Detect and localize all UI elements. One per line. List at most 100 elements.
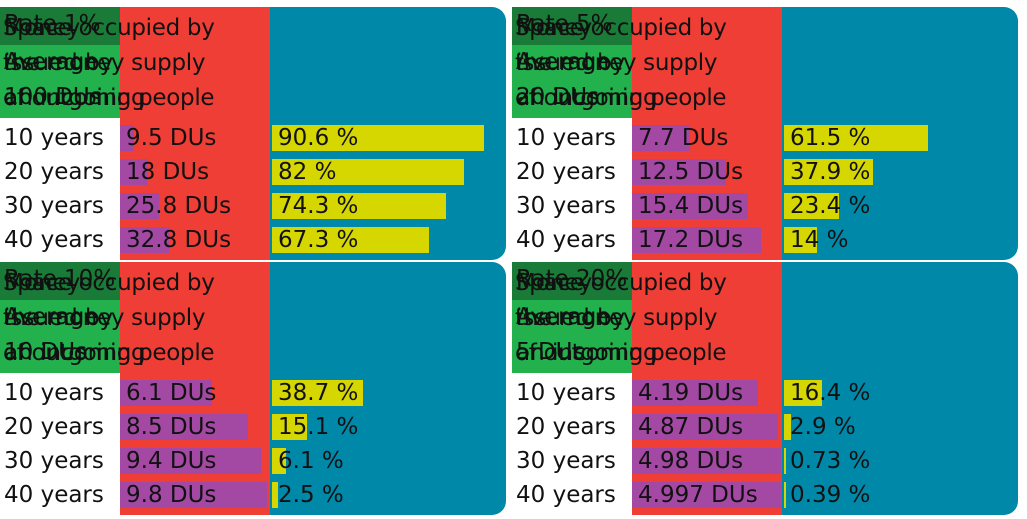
money-header-line: Money [516, 15, 593, 41]
space-value-label: 90.6 % [278, 125, 359, 151]
money-value-label: 4.87 DUs [638, 414, 744, 440]
money-bar [120, 227, 170, 253]
average-label: Average 5 DUs [512, 300, 632, 373]
space-header-line: of outgoing people [3, 340, 215, 366]
average-value: 10 DUs [4, 339, 88, 365]
row-label-years: 10 years [4, 380, 104, 406]
money-value-label: 6.1 DUs [126, 380, 217, 406]
money-header-line: issued by [516, 50, 626, 76]
row-label-years: 20 years [4, 159, 104, 185]
row-label-years: 20 years [516, 159, 616, 185]
average-line: Average [516, 304, 611, 330]
money-header-line: Money [4, 270, 81, 296]
row-label-years: 30 years [4, 448, 104, 474]
money-value-label: 12.5 DUs [638, 159, 744, 185]
space-header-line: of outgoing people [3, 85, 215, 111]
space-bar [784, 159, 873, 185]
row-label-years: 40 years [516, 227, 616, 253]
money-bar [120, 380, 212, 406]
money-header-line: issued by [516, 305, 626, 331]
space-header-line: of outgoing people [515, 85, 727, 111]
money-value-label: 9.5 DUs [126, 125, 217, 151]
average-line: Average [4, 304, 99, 330]
money-header: Money issued by an incoming [4, 266, 146, 371]
space-header-line: Space occupied by [515, 270, 727, 296]
money-bar [120, 482, 267, 508]
space-value-label: 16.4 % [790, 380, 871, 406]
average-value: 5 DUs [516, 339, 585, 365]
money-value-label: 15.4 DUs [638, 193, 744, 219]
space-header: Space occupied by the money supply of outg… [515, 11, 727, 116]
money-bar [120, 448, 261, 474]
space-header: Space occupied by the money supply of outg… [3, 11, 215, 116]
space-bar [784, 380, 823, 406]
space-header: Space occupied by the money supply of outg… [3, 266, 215, 371]
money-bar [120, 414, 248, 440]
rate-label: Rate 10% [0, 262, 120, 300]
rate-label: Rate 20% [512, 262, 632, 300]
money-header-line: an incoming [4, 85, 146, 111]
row-label-years: 40 years [4, 482, 104, 508]
space-bar [272, 159, 464, 185]
money-bar [120, 193, 159, 219]
money-bar [632, 193, 748, 219]
average-value: 20 DUs [516, 84, 600, 110]
space-bar [272, 125, 484, 151]
average-line: Average [516, 49, 611, 75]
space-bar [272, 227, 430, 253]
money-bar [632, 482, 782, 508]
space-bar [272, 380, 363, 406]
money-value-label: 4.19 DUs [638, 380, 744, 406]
space-bar [272, 193, 446, 219]
space-value-label: 38.7 % [278, 380, 359, 406]
row-label-years: 20 years [4, 414, 104, 440]
money-value-label: 25.8 DUs [126, 193, 232, 219]
row-label-years: 20 years [516, 414, 616, 440]
space-bar [272, 448, 287, 474]
row-label-years: 30 years [4, 193, 104, 219]
space-value-label: 23.4 % [790, 193, 871, 219]
rate-label: Rate 1% [0, 7, 120, 45]
space-header: Space occupied by the money supply of outg… [515, 266, 727, 371]
money-bar [632, 227, 761, 253]
average-line: Average [4, 49, 99, 75]
space-value-label: 6.1 % [278, 448, 344, 474]
money-value-label: 9.8 DUs [126, 482, 217, 508]
space-bar [784, 414, 791, 440]
space-header-line: the money supply [515, 50, 718, 76]
space-value-label: 61.5 % [790, 125, 871, 151]
money-value-label: 8.5 DUs [126, 414, 217, 440]
space-bar [784, 482, 786, 508]
money-value-label: 17.2 DUs [638, 227, 744, 253]
money-bar [120, 159, 147, 185]
rate-panel: Rate 20% Average 5 DUs Money issued by an inc… [512, 262, 1018, 515]
money-bar [632, 125, 690, 151]
space-value-label: 2.5 % [278, 482, 344, 508]
money-bar [632, 448, 782, 474]
money-value-label: 9.4 DUs [126, 448, 217, 474]
space-header-line: of outgoing people [515, 340, 727, 366]
space-value-label: 0.73 % [790, 448, 871, 474]
space-header-line: the money supply [3, 305, 206, 331]
average-label: Average 20 DUs [512, 45, 632, 118]
space-bar [784, 193, 839, 219]
rate-panel: Rate 10% Average 10 DUs Money issued by an in… [0, 262, 506, 515]
space-value-label: 2.9 % [790, 414, 856, 440]
money-value-label: 7.7 DUs [638, 125, 729, 151]
row-label-years: 10 years [4, 125, 104, 151]
space-bar [784, 125, 928, 151]
money-header-line: Money [516, 270, 593, 296]
money-header: Money issued by an incoming [4, 11, 146, 116]
money-header-line: Money [4, 15, 81, 41]
row-label-years: 40 years [516, 482, 616, 508]
rate-panel: Rate 5% Average 20 DUs Money issued by an inc… [512, 7, 1018, 260]
money-header-line: an incoming [4, 340, 146, 366]
money-bar [632, 414, 779, 440]
money-value-label: 32.8 DUs [126, 227, 232, 253]
space-header-line: Space occupied by [515, 15, 727, 41]
rate-label: Rate 5% [512, 7, 632, 45]
space-value-label: 74.3 % [278, 193, 359, 219]
row-label-years: 10 years [516, 380, 616, 406]
money-header-line: an incoming [516, 85, 658, 111]
space-header-line: the money supply [3, 50, 206, 76]
